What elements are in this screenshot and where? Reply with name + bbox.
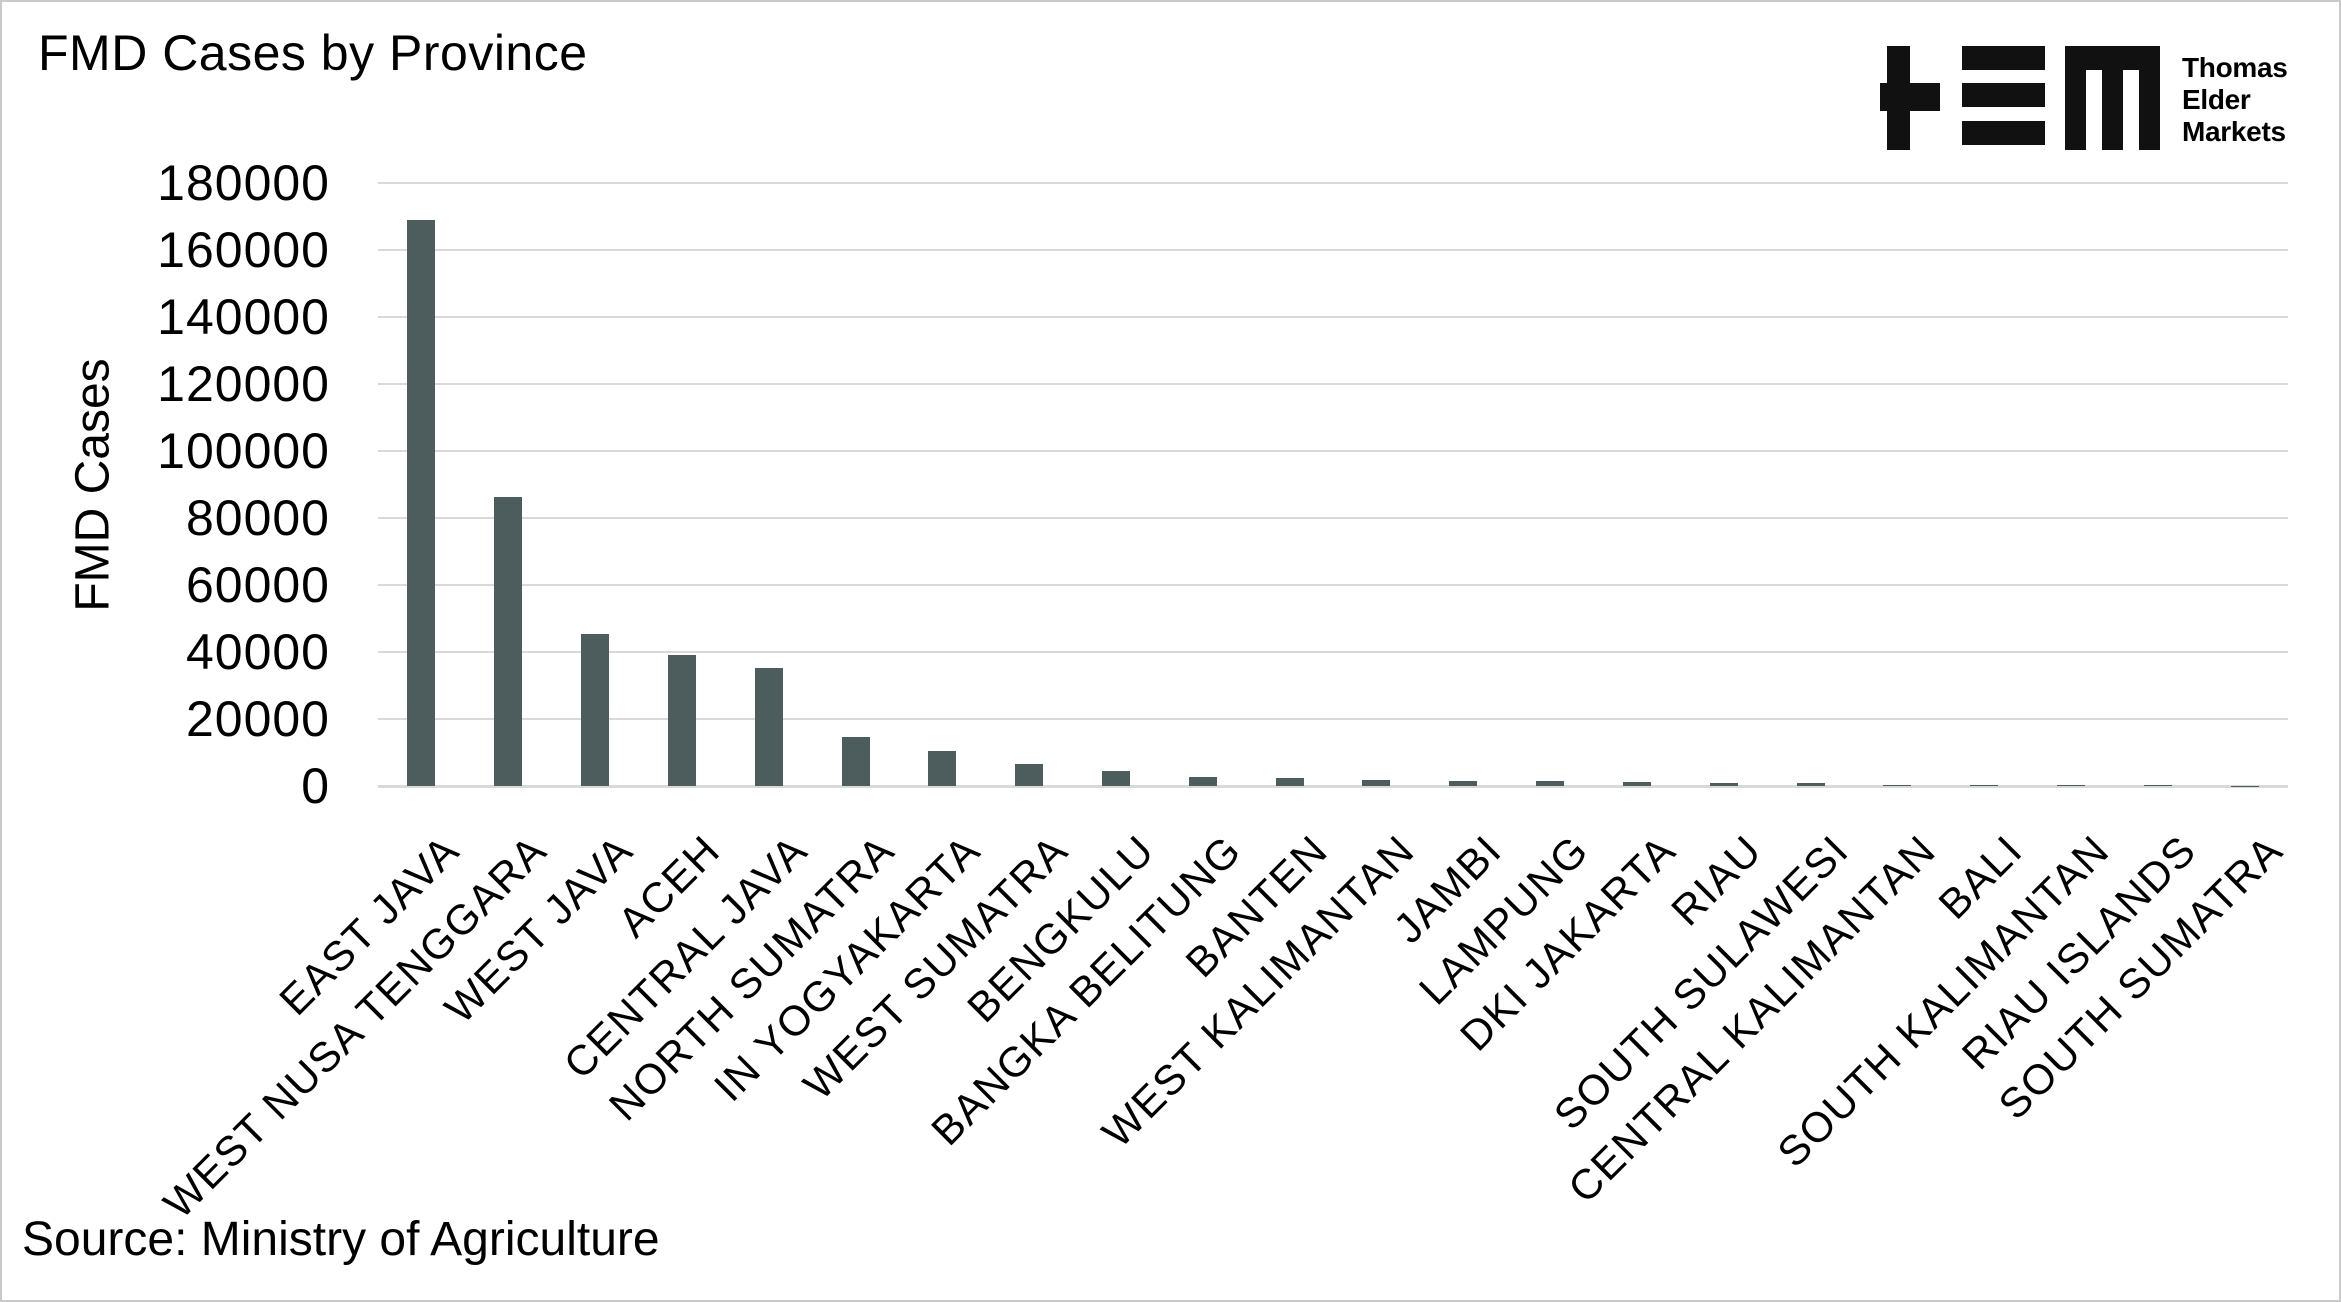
gridline-20000 bbox=[378, 718, 2288, 720]
bar-west-java bbox=[581, 633, 610, 786]
gridline-140000 bbox=[378, 316, 2288, 318]
bar-banten bbox=[1275, 778, 1304, 786]
y-tick-label-180000: 180000 bbox=[157, 155, 330, 211]
bar-riau bbox=[1709, 782, 1738, 786]
y-tick-label-120000: 120000 bbox=[157, 356, 330, 412]
chart-title: FMD Cases by Province bbox=[38, 25, 588, 81]
tem-logo-wordmark: Thomas Elder Markets bbox=[2182, 52, 2288, 148]
bar-aceh bbox=[667, 655, 696, 786]
logo-line-2: Elder bbox=[2182, 84, 2251, 115]
y-tick-label-60000: 60000 bbox=[185, 557, 330, 613]
bar-in-yogyakarta bbox=[928, 751, 957, 786]
bar-bangka-belitung bbox=[1188, 776, 1217, 786]
bar-central-kalimantan bbox=[1883, 785, 1912, 786]
logo-line-3: Markets bbox=[2182, 116, 2286, 147]
bar-jambi bbox=[1449, 780, 1478, 786]
gridline-100000 bbox=[378, 450, 2288, 452]
logo-line-1: Thomas bbox=[2182, 52, 2288, 83]
y-tick-label-40000: 40000 bbox=[185, 624, 330, 680]
x-tick-label-west-nusa-tenggara: WEST NUSA TENGGARA bbox=[154, 826, 556, 1228]
bar-north-sumatra bbox=[841, 736, 870, 786]
tem-logo: Thomas Elder Markets bbox=[1880, 46, 2288, 150]
bar-west-sumatra bbox=[1015, 763, 1044, 786]
y-tick-label-100000: 100000 bbox=[157, 423, 330, 479]
gridline-40000 bbox=[378, 651, 2288, 653]
y-tick-label-140000: 140000 bbox=[157, 289, 330, 345]
bar-lampung bbox=[1536, 781, 1565, 786]
bar-west-nusa-tenggara bbox=[494, 496, 523, 786]
y-tick-label-20000: 20000 bbox=[185, 691, 330, 747]
y-tick-label-160000: 160000 bbox=[157, 222, 330, 278]
source-note: Source: Ministry of Agriculture bbox=[22, 1213, 660, 1266]
bar-east-java bbox=[407, 219, 436, 786]
bar-riau-islands bbox=[2143, 785, 2172, 786]
bar-bengkulu bbox=[1101, 770, 1130, 786]
gridline-0 bbox=[378, 784, 2288, 788]
bar-dki-jakarta bbox=[1622, 781, 1651, 786]
y-tick-label-80000: 80000 bbox=[185, 490, 330, 546]
bar-south-sulawesi bbox=[1796, 783, 1825, 786]
bar-west-kalimantan bbox=[1362, 780, 1391, 786]
gridline-60000 bbox=[378, 584, 2288, 586]
gridline-80000 bbox=[378, 517, 2288, 519]
gridline-120000 bbox=[378, 383, 2288, 385]
bar-bali bbox=[1970, 785, 1999, 786]
bar-south-kalimantan bbox=[2056, 785, 2085, 786]
tem-logo-icon bbox=[1880, 46, 2160, 150]
gridline-160000 bbox=[378, 249, 2288, 251]
gridline-180000 bbox=[378, 182, 2288, 184]
bar-central-java bbox=[754, 667, 783, 786]
y-tick-label-0: 0 bbox=[301, 758, 330, 814]
